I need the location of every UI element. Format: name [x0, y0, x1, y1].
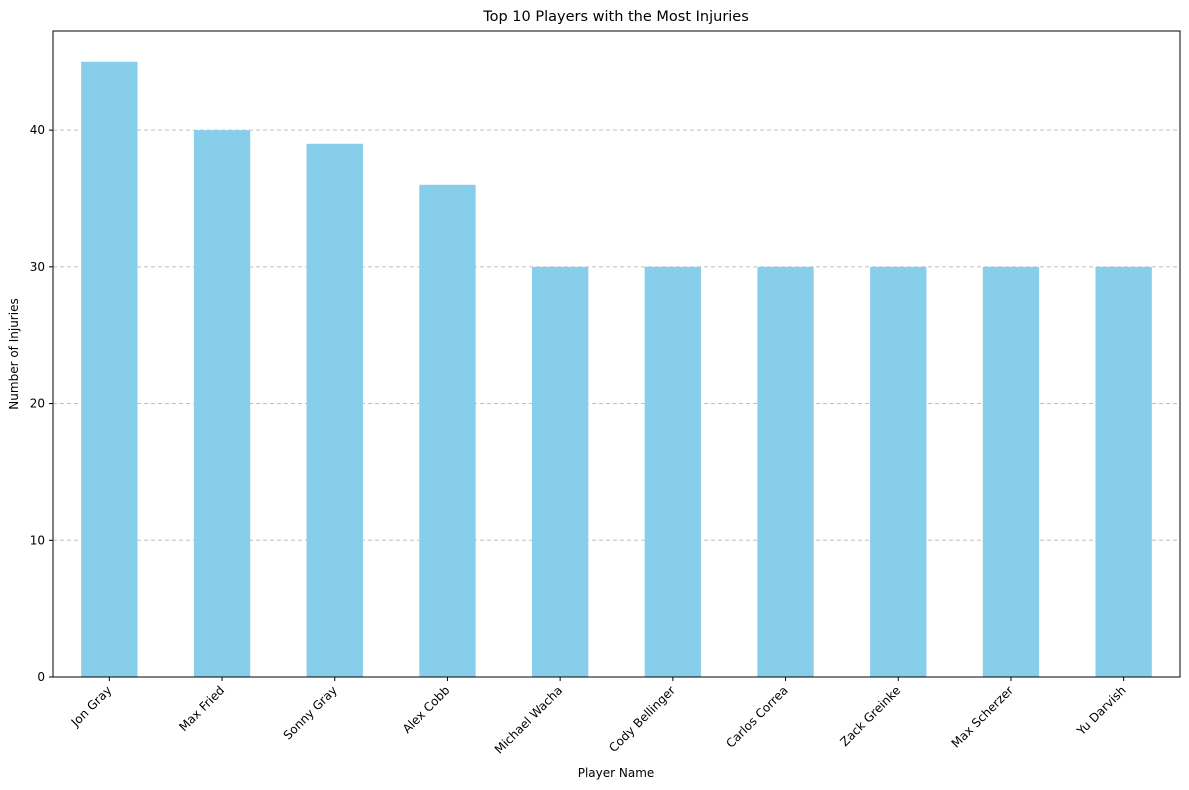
y-tick-label: 0 [37, 670, 45, 684]
y-tick-label: 10 [30, 533, 45, 547]
bar [306, 143, 363, 678]
bar [644, 266, 702, 677]
bars [81, 61, 1152, 678]
bar [81, 61, 138, 678]
y-axis-label: Number of Injuries [7, 298, 21, 409]
x-axis-label: Player Name [578, 766, 655, 780]
bar [193, 130, 251, 677]
bar [1095, 266, 1152, 677]
y-ticks: 0 10 20 30 40 [30, 123, 53, 684]
bar [757, 266, 814, 677]
y-tick-label: 20 [30, 397, 45, 411]
bar [419, 184, 476, 678]
chart-title: Top 10 Players with the Most Injuries [482, 9, 749, 25]
plot-frame [52, 30, 1181, 678]
y-tick-label: 40 [30, 123, 45, 137]
bar [531, 266, 589, 677]
bar [870, 266, 927, 677]
bar [982, 266, 1040, 677]
y-tick-label: 30 [30, 260, 45, 274]
